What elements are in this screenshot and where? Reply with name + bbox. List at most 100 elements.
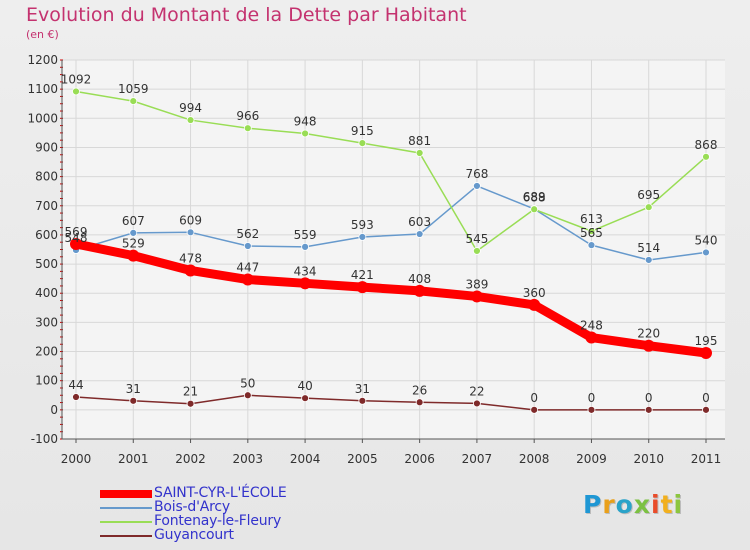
y-tick-label: 800	[35, 170, 58, 184]
y-tick-label: 100	[35, 374, 58, 388]
data-label: 540	[695, 233, 718, 247]
data-point	[358, 396, 367, 405]
data-label: 613	[580, 212, 603, 226]
chart-title: Evolution du Montant de la Dette par Hab…	[26, 4, 467, 26]
x-tick-label: 2006	[404, 452, 435, 466]
data-label: 31	[126, 382, 141, 396]
y-tick-label: 1200	[27, 53, 58, 67]
data-label: 689	[523, 190, 546, 204]
data-label: 220	[637, 327, 660, 341]
data-label: 609	[179, 213, 202, 227]
data-label: 408	[408, 272, 431, 286]
logo-letter: t	[660, 490, 674, 519]
data-point	[415, 398, 424, 407]
data-point	[301, 129, 309, 138]
logo-letter: P	[583, 490, 603, 519]
data-point	[129, 228, 138, 237]
y-tick-label: 300	[35, 315, 58, 329]
y-tick-label: 900	[35, 140, 58, 154]
data-label: 569	[65, 225, 88, 239]
y-tick-label: 1000	[27, 111, 58, 125]
data-label: 26	[412, 383, 427, 397]
logo-letter: i	[673, 490, 684, 519]
x-tick-label: 2007	[462, 452, 493, 466]
data-label: 688	[523, 190, 546, 204]
data-point	[530, 405, 539, 414]
y-tick-label: -100	[31, 432, 58, 446]
legend-label: Fontenay-le-Fleury	[154, 513, 282, 529]
x-tick-label: 2009	[576, 452, 607, 466]
proxiti-logo: Proxiti	[583, 490, 683, 519]
series-line	[71, 239, 711, 358]
data-label: 389	[465, 277, 488, 291]
logo-letter: o	[615, 490, 634, 519]
legend-swatch	[100, 507, 152, 509]
legend-label: Guyancourt	[154, 527, 234, 543]
data-label: 50	[240, 376, 255, 390]
data-label: 881	[408, 134, 431, 148]
data-point	[129, 97, 138, 106]
data-label: 948	[294, 114, 317, 128]
data-point	[585, 331, 598, 344]
data-label: 195	[695, 334, 718, 348]
data-point	[243, 391, 252, 400]
data-point	[241, 273, 254, 286]
data-point	[587, 405, 596, 414]
data-label: 545	[465, 232, 488, 246]
data-point	[186, 116, 195, 124]
data-label: 447	[236, 261, 259, 275]
x-tick-label: 2011	[691, 452, 722, 466]
data-point	[356, 281, 369, 294]
data-label: 514	[637, 241, 660, 255]
series-line	[75, 394, 707, 411]
data-label: 565	[580, 226, 603, 240]
legend-label: Bois-d'Arcy	[154, 499, 230, 515]
y-tick-label: 1100	[27, 82, 58, 96]
data-point	[528, 298, 541, 311]
x-tick-label: 2008	[519, 452, 550, 466]
data-point	[587, 227, 596, 236]
data-label: 0	[702, 391, 710, 405]
data-label: 695	[637, 188, 660, 202]
data-label: 0	[588, 391, 596, 405]
data-point	[358, 233, 367, 241]
data-label: 529	[122, 237, 145, 251]
data-label: 915	[351, 124, 374, 138]
data-point	[702, 152, 710, 161]
data-point	[127, 249, 140, 262]
data-point	[358, 139, 367, 147]
legend-swatch	[100, 490, 152, 498]
y-tick-label: 0	[50, 403, 58, 417]
x-tick-label: 2001	[118, 452, 149, 466]
legend-swatch	[100, 535, 152, 537]
x-tick-label: 2004	[290, 452, 321, 466]
data-point	[644, 405, 653, 414]
data-label: 559	[294, 228, 317, 242]
data-point	[129, 396, 138, 405]
data-point	[301, 242, 309, 251]
data-point	[184, 264, 197, 277]
chart-subtitle: (en €)	[26, 28, 59, 41]
data-label: 1092	[61, 72, 92, 86]
data-label: 0	[530, 391, 538, 405]
data-label: 593	[351, 218, 374, 232]
legend-swatch	[100, 521, 152, 523]
x-tick-label: 2002	[175, 452, 206, 466]
data-point	[413, 284, 426, 297]
data-label: 966	[236, 109, 259, 123]
y-tick-label: 600	[35, 228, 58, 242]
data-point	[299, 277, 312, 290]
data-point	[530, 205, 539, 214]
data-point	[415, 230, 424, 238]
data-label: 360	[523, 286, 546, 300]
data-label: 994	[179, 101, 202, 115]
x-tick-label: 2003	[233, 452, 264, 466]
data-label: 44	[68, 378, 83, 392]
logo-letter: x	[633, 490, 651, 519]
data-point	[243, 242, 252, 250]
data-point	[186, 399, 195, 408]
logo-letter: r	[602, 490, 616, 519]
data-label: 0	[645, 391, 653, 405]
data-label: 434	[294, 264, 317, 278]
y-tick-label: 700	[35, 199, 58, 213]
